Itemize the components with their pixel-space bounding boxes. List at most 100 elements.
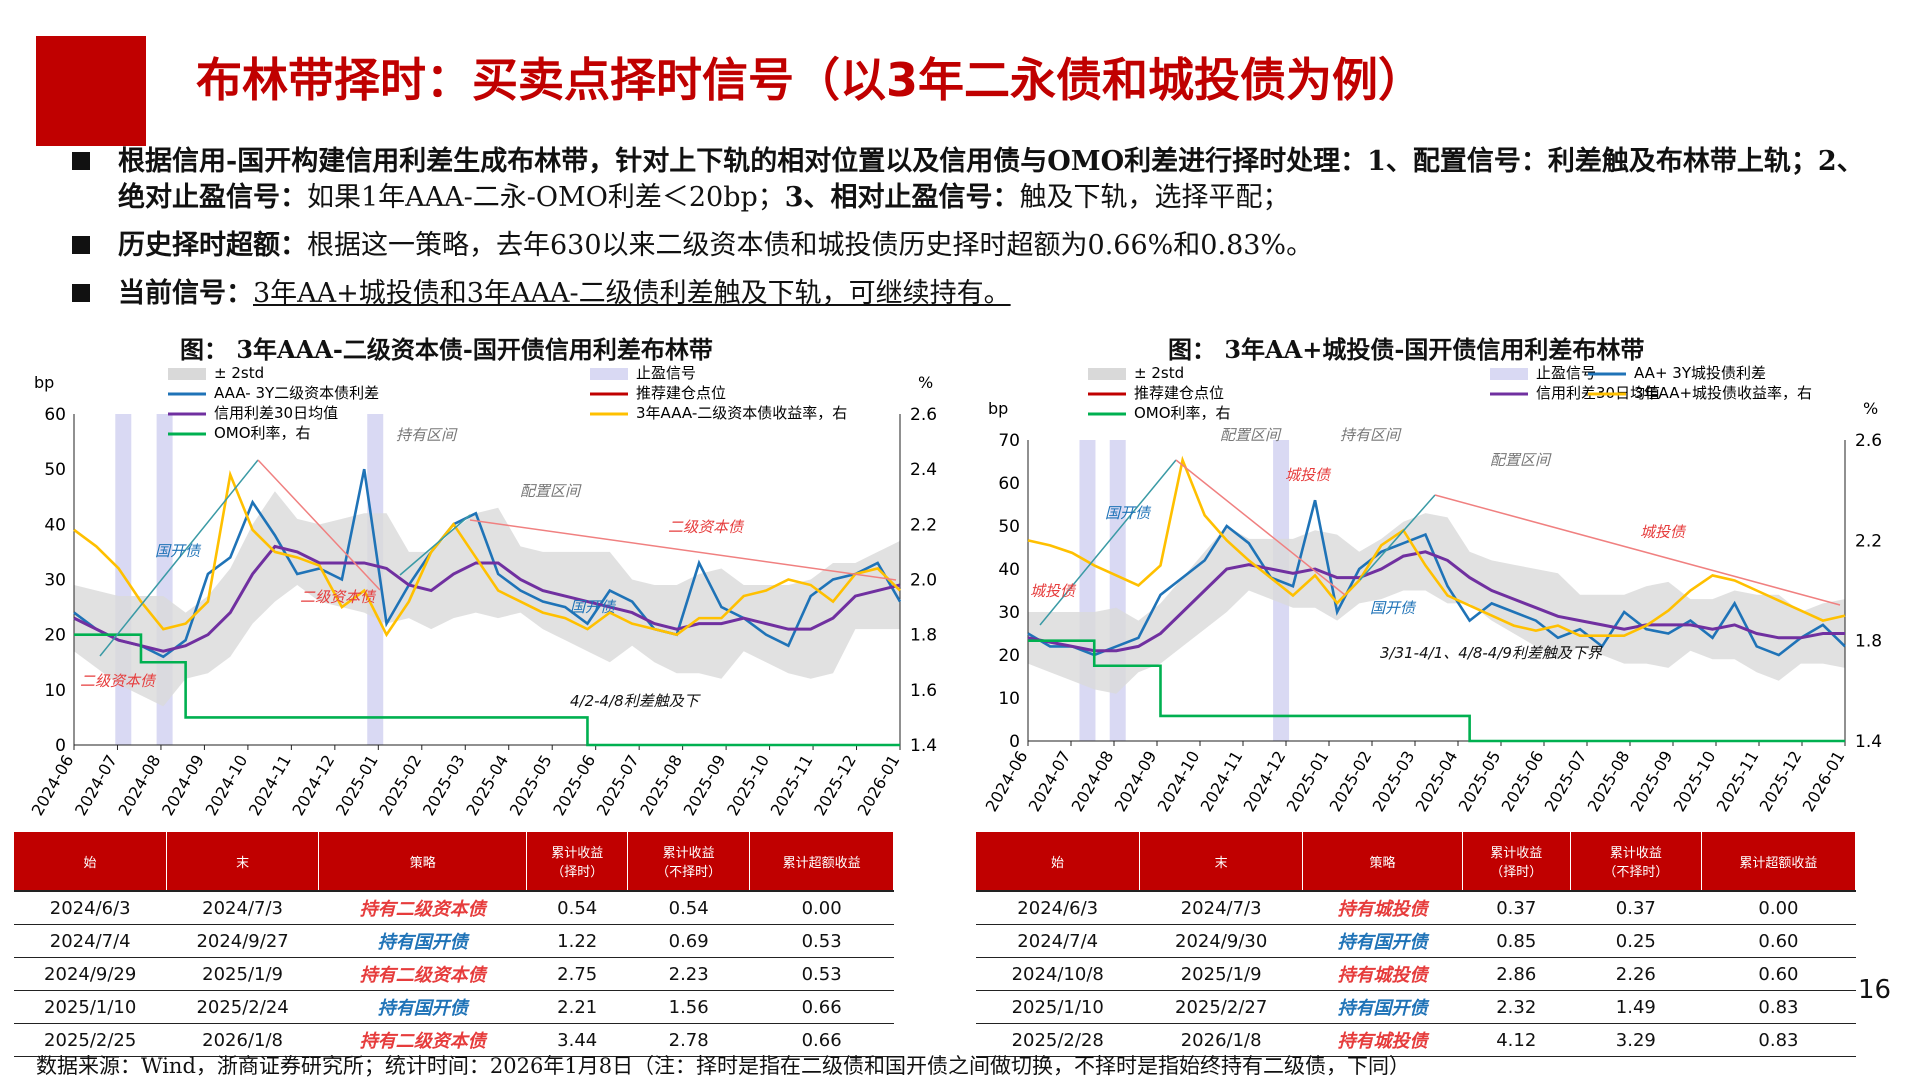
series-line-2 [73, 469, 901, 638]
legend-label: 止盈信号 [1536, 364, 1596, 382]
table-cell: 0.60 [1701, 924, 1856, 958]
table-header-cell: 累计超额收益 [749, 832, 894, 891]
table-row: 2025/1/10 2025/2/27 持有国开债 2.32 1.49 0.83 [976, 990, 1856, 1024]
trend-arrow [257, 459, 381, 591]
table-header-row: 始末策略 累计收益 （择时） 累计收益 （不择时） 累计超额收益 [976, 832, 1857, 891]
y-tick-label-left: 20 [998, 646, 1020, 666]
table-row: 2024/6/3 2024/7/3 持有二级资本债 0.54 0.54 0.00 [14, 890, 894, 925]
x-tick-label: 2025-04 [462, 752, 512, 819]
square-bullet-icon [72, 284, 90, 302]
table-cell: 1.49 [1570, 990, 1702, 1024]
trend-arrow [1175, 459, 1346, 596]
x-tick-label: 2024-11 [245, 752, 295, 819]
x-tick-label: 2025-11 [767, 752, 817, 819]
table-cell: 0.60 [1701, 957, 1856, 991]
bullet-bold: 当前信号： [118, 278, 253, 309]
source-note: 数据来源：Wind，浙商证券研究所；统计时间：2026年1月8日（注：择时是指在… [36, 1054, 1411, 1078]
y-tick-label-left: 60 [998, 474, 1020, 494]
bollinger-band-area [1028, 513, 1845, 694]
series-line-1 [1027, 550, 1845, 653]
table-header-cell: 始 [14, 832, 167, 891]
table-cell: 2024/6/3 [14, 890, 167, 925]
chart-annotation: 二级资本债 [80, 672, 157, 690]
bullet-list: 根据信用-国开构建信用利差生成布林带，针对上下轨的相对位置以及信用债与OMO利差… [72, 144, 1872, 324]
y-tick-label-left: 50 [998, 517, 1020, 537]
bullet-text: 3年AA+城投债和3年AAA-二级债利差触及下轨，可继续持有。 [253, 278, 1011, 309]
y-tick-label-right: 1.4 [910, 736, 937, 756]
chart-annotation: 城投债 [1640, 523, 1687, 541]
table-cell: 0.37 [1462, 890, 1571, 925]
table-cell: 0.53 [749, 924, 894, 958]
x-tick-label: 2024-07 [71, 752, 121, 819]
table-cell: 2024/7/3 [166, 890, 319, 925]
table-cell: 0.85 [1462, 924, 1571, 958]
legend-swatch [590, 368, 628, 380]
table-cell: 2025/1/9 [1139, 957, 1303, 991]
table-row: 2024/9/29 2025/1/9 持有二级资本债 2.75 2.23 0.53 [14, 957, 894, 991]
table-row: 2024/6/3 2024/7/3 持有城投债 0.37 0.37 0.00 [976, 890, 1856, 925]
x-tick-label: 2025-10 [723, 752, 773, 819]
table-cell: 2024/6/3 [976, 890, 1140, 925]
x-tick-label: 2025-02 [375, 752, 425, 819]
table-cell: 0.25 [1570, 924, 1702, 958]
chart-annotation: 4/2-4/8利差触及下 [570, 692, 702, 710]
stop-signal-band [1109, 440, 1126, 741]
x-tick-label: 2025-06 [549, 752, 599, 819]
bullet-bold: 根据信用-国开构建信用利差生成布林带，针对上下轨的相对位置以及信用债与OMO利差… [118, 146, 1864, 213]
stop-signal-band [1079, 440, 1096, 741]
table-row: 2025/2/25 2026/1/8 持有二级资本债 3.44 2.78 0.66 [14, 1023, 894, 1057]
table-cell: 持有国开债 [318, 990, 527, 1024]
y-tick-label-left: 30 [998, 603, 1020, 623]
table-cell: 0.54 [526, 890, 628, 925]
series-line-1 [73, 544, 901, 653]
table-cell: 2024/9/29 [14, 957, 167, 991]
x-tick-label: 2024-12 [288, 752, 338, 819]
series-line-0 [1027, 499, 1846, 657]
y-tick-label-right: 1.4 [1855, 732, 1882, 752]
table-cell: 2.23 [627, 957, 750, 991]
square-bullet-icon [72, 236, 90, 254]
bullet-item: 根据信用-国开构建信用利差生成布林带，针对上下轨的相对位置以及信用债与OMO利差… [72, 144, 1872, 216]
chart-annotation: 国开债 [570, 598, 617, 616]
table-header-cell: 累计收益 （择时） [526, 832, 629, 891]
y-tick-label-right: 2.2 [910, 515, 937, 535]
chart-annotation: 3/31-4/1、4/8-4/9利差触及下界 [1380, 644, 1603, 662]
table-cell: 0.83 [1701, 990, 1856, 1024]
table-cell: 3.29 [1570, 1023, 1702, 1057]
table-cell: 2025/2/24 [166, 990, 319, 1024]
table-cell: 2026/1/8 [166, 1023, 319, 1057]
table-header-row: 始末策略 累计收益 （择时） 累计收益 （不择时） 累计超额收益 [14, 832, 894, 891]
table-cell: 持有城投债 [1302, 1023, 1463, 1057]
table-header-cell: 末 [166, 832, 320, 891]
chart-annotation: 二级资本债 [668, 518, 745, 536]
table-cell: 持有城投债 [1302, 957, 1463, 991]
x-tick-label: 2024-09 [158, 752, 208, 819]
table-cell: 持有二级资本债 [318, 1023, 527, 1057]
y-tick-label-left: 50 [44, 460, 66, 480]
table-header-cell: 累计收益 （不择时） [627, 832, 751, 891]
table-cell: 2.86 [1462, 957, 1571, 991]
legend-label: OMO利率，右 [214, 424, 311, 442]
table-cell: 2.78 [627, 1023, 750, 1057]
y-tick-label-right: 1.6 [910, 681, 937, 701]
table-cell: 0.37 [1570, 890, 1702, 925]
y-tick-label-left: 30 [44, 571, 66, 591]
x-tick-label: 2025-09 [680, 752, 730, 819]
table-cell: 2026/1/8 [1139, 1023, 1303, 1057]
chart-annotation: 国开债 [1370, 599, 1417, 617]
table-cell: 3.44 [526, 1023, 628, 1057]
y-unit-left: bp [34, 373, 54, 392]
y-tick-label-right: 2.4 [910, 460, 937, 480]
series-line-3 [74, 633, 900, 747]
table-cell: 0.00 [1701, 890, 1856, 925]
table-cell: 4.12 [1462, 1023, 1571, 1057]
trend-arrow [1359, 494, 1436, 581]
x-tick-label: 2025-01 [332, 752, 382, 819]
table-row: 2024/7/4 2024/9/30 持有国开债 0.85 0.25 0.60 [976, 924, 1856, 958]
table-header-cell: 累计收益 （不择时） [1570, 832, 1702, 891]
bullet-text: 根据这一策略，去年630以来二级资本债和城投债历史择时超额为0.66%和0.83… [307, 230, 1314, 261]
table-cell: 0.00 [749, 890, 894, 925]
trend-arrow [469, 519, 897, 581]
y-tick-label-left: 60 [44, 405, 66, 425]
table-header-cell: 累计超额收益 [1701, 832, 1857, 891]
